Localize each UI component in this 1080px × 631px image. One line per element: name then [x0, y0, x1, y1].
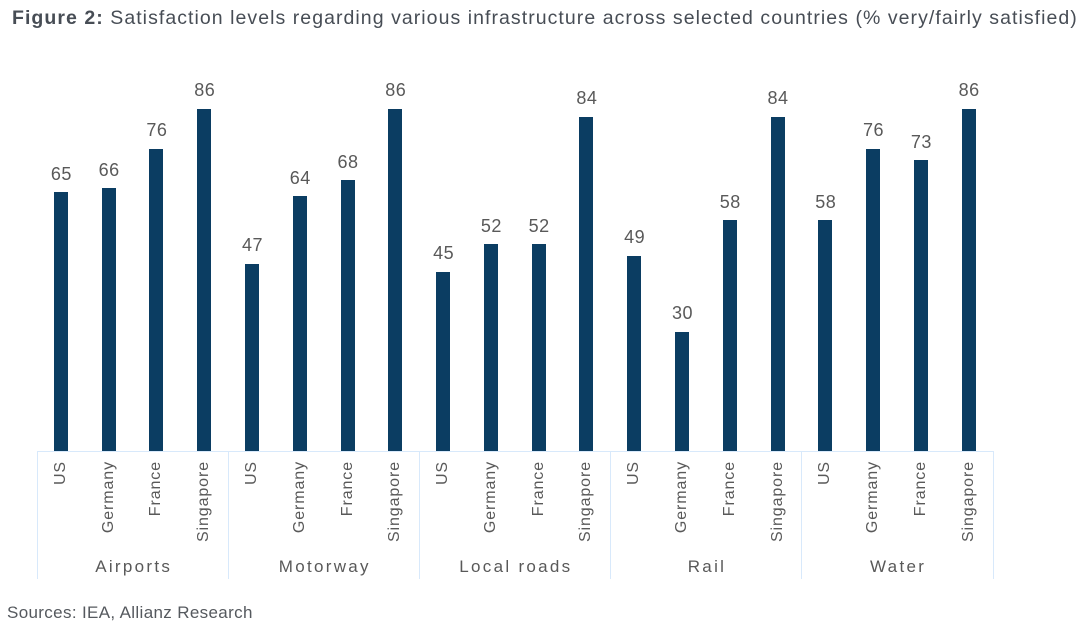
bar-airports-france	[149, 148, 164, 451]
country-axis-label: Germany	[290, 461, 308, 534]
figure-title-prefix: Figure 2:	[12, 7, 104, 29]
country-axis-label: France	[720, 461, 738, 517]
bar-value-label: 73	[910, 131, 932, 152]
group-divider-line	[801, 451, 803, 579]
country-axis-label: Singapore	[386, 461, 404, 543]
bar-value-label: 49	[624, 227, 646, 248]
bar-value-label: 76	[863, 120, 885, 141]
figure-title-text: Satisfaction levels regarding various in…	[103, 7, 1078, 29]
bar-water-singapore	[961, 108, 976, 451]
bar-rail-france	[722, 220, 737, 451]
bar-value-label: 64	[289, 167, 311, 188]
bar-value-label: 65	[50, 163, 72, 184]
bar-motorway-singapore	[388, 108, 403, 451]
bar-airports-us	[53, 192, 68, 451]
country-axis-label: US	[242, 461, 260, 486]
figure-title: Figure 2: Satisfaction levels regarding …	[12, 7, 1078, 30]
bar-airports-germany	[101, 188, 116, 451]
group-divider-line	[37, 451, 38, 579]
bar-water-us	[818, 220, 833, 451]
bar-rail-germany	[674, 331, 689, 451]
bar-value-label: 47	[241, 235, 263, 256]
bar-value-label: 84	[576, 88, 598, 109]
bar-rail-singapore	[770, 116, 785, 451]
group-divider-line	[610, 451, 612, 579]
bar-value-label: 86	[385, 80, 407, 101]
bar-rail-us	[627, 255, 642, 451]
bar-water-germany	[866, 148, 881, 451]
country-axis-label: Singapore	[195, 461, 213, 543]
source-note: Sources: IEA, Allianz Research	[7, 602, 253, 622]
country-axis-label: Germany	[672, 461, 690, 534]
group-divider-line	[419, 451, 421, 579]
country-axis-label: US	[625, 461, 643, 486]
group-label: Rail	[687, 556, 727, 576]
bar-value-label: 45	[433, 243, 455, 264]
bar-value-label: 52	[480, 215, 502, 236]
bar-motorway-germany	[292, 196, 307, 451]
country-axis-label: Singapore	[959, 461, 977, 543]
bar-value-label: 86	[958, 80, 980, 101]
country-axis-label: Germany	[864, 461, 882, 534]
country-axis-label: Singapore	[577, 461, 595, 543]
bar-value-label: 30	[671, 303, 693, 324]
country-axis-label: Germany	[481, 461, 499, 534]
country-axis-label: Singapore	[768, 461, 786, 543]
bar-local-roads-singapore	[579, 116, 594, 451]
group-divider-line	[992, 451, 994, 579]
bar-value-label: 76	[146, 120, 168, 141]
country-axis-label: France	[338, 461, 356, 517]
group-divider-line	[228, 451, 230, 579]
country-axis-label: US	[434, 461, 452, 486]
bar-airports-singapore	[197, 108, 212, 451]
group-label: Motorway	[278, 556, 371, 576]
country-axis-label: Germany	[99, 461, 117, 534]
group-label: Water	[869, 556, 927, 576]
bar-value-label: 66	[98, 159, 120, 180]
country-axis-label: France	[911, 461, 929, 517]
group-label: Local roads	[459, 556, 573, 576]
bar-value-label: 86	[194, 80, 216, 101]
bar-water-france	[913, 160, 928, 451]
x-axis-line	[37, 451, 993, 452]
bar-motorway-us	[244, 263, 259, 451]
bar-value-label: 58	[815, 191, 837, 212]
country-axis-label: US	[51, 461, 69, 486]
bar-value-label: 84	[767, 88, 789, 109]
bar-local-roads-france	[531, 244, 546, 451]
country-axis-label: US	[816, 461, 834, 486]
bar-value-label: 52	[528, 215, 550, 236]
bar-local-roads-germany	[483, 244, 498, 451]
bar-motorway-france	[340, 180, 355, 451]
bar-local-roads-us	[436, 271, 451, 451]
country-axis-label: France	[529, 461, 547, 517]
country-axis-label: France	[147, 461, 165, 517]
bar-value-label: 58	[719, 191, 741, 212]
group-label: Airports	[95, 556, 173, 576]
bar-value-label: 68	[337, 151, 359, 172]
